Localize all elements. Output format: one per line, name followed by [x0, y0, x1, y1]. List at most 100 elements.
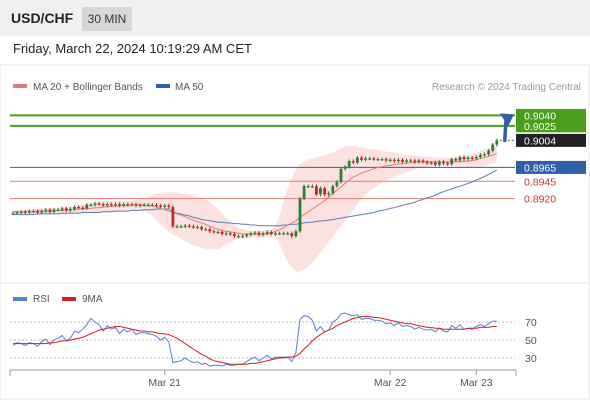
candle-body [487, 150, 490, 155]
candle [36, 209, 39, 215]
candle-body [351, 161, 355, 163]
candle [89, 203, 93, 207]
candle-body [454, 159, 458, 161]
rsi-tick-30: 30 [525, 353, 537, 365]
candle [183, 223, 187, 229]
rsi-tick-70: 70 [525, 317, 537, 329]
candle-body [196, 227, 199, 229]
candle [228, 231, 232, 236]
candle-body [126, 204, 130, 206]
candle [118, 202, 121, 208]
candle-body [274, 233, 277, 235]
candle-body [28, 211, 31, 213]
candle-body [233, 234, 236, 237]
timeframe-selector[interactable]: 30 MIN [82, 7, 132, 31]
candle-body [474, 157, 478, 159]
candle-body [401, 159, 404, 162]
rsi-legend-label: RSI [33, 294, 50, 305]
candle-body [187, 225, 191, 227]
candle-body [425, 161, 429, 164]
candle [421, 158, 425, 164]
candle [134, 202, 138, 208]
candle [302, 184, 306, 201]
candle-body [105, 204, 109, 206]
candle-body [339, 168, 343, 182]
candle-body [208, 229, 212, 232]
rsi-tick-50: 50 [525, 335, 537, 347]
candle [306, 184, 310, 188]
candle [97, 201, 101, 206]
candle-body [278, 233, 281, 235]
candle-body [356, 157, 359, 163]
candle [110, 202, 113, 207]
candle [28, 209, 31, 215]
candle [282, 231, 285, 236]
candle [32, 209, 35, 213]
candle-body [446, 163, 449, 165]
candle-body [323, 188, 326, 195]
resistance-box [516, 108, 586, 133]
candle-body [40, 211, 44, 213]
candle-body [200, 227, 203, 230]
x-tick-label: Mar 23 [460, 377, 493, 389]
candle-body [479, 154, 482, 158]
candle [122, 202, 126, 208]
candle-body [257, 232, 261, 235]
candle-body [290, 233, 294, 237]
candle-body [269, 231, 273, 235]
candle-body [32, 211, 35, 213]
candle [208, 227, 212, 233]
candle-body [216, 231, 220, 234]
candle-body [204, 229, 208, 231]
candle [212, 229, 216, 234]
candle [335, 180, 339, 188]
candle-body [294, 231, 298, 237]
candle-body [56, 209, 60, 211]
candle [265, 230, 269, 236]
bb-legend-label: MA 20 + Bollinger Bands [33, 82, 143, 93]
candle-body [146, 204, 150, 207]
rsi-ma-legend-swatch [62, 297, 76, 301]
time-axis-ticks: Mar 21 Mar 22 Mar 23 [9, 370, 517, 389]
candle [179, 224, 183, 229]
candle-body [438, 161, 441, 165]
candle-body [228, 233, 232, 235]
candle-body [347, 161, 351, 167]
credit-text: Research © 2024 Trading Central [432, 82, 581, 93]
candle [409, 158, 413, 163]
candle-body [130, 204, 134, 206]
candle [323, 186, 326, 197]
candle-body [433, 162, 437, 165]
candle-body [392, 159, 396, 162]
candle [462, 155, 466, 161]
candle-body [134, 204, 138, 206]
candle-body [167, 205, 171, 207]
header-bar: USD/CHF 30 MIN [0, 0, 590, 36]
candle [196, 225, 199, 229]
candle-body [380, 159, 384, 161]
candle-body [163, 205, 167, 207]
rsi-line [12, 312, 497, 367]
direction-arrow [500, 113, 514, 143]
candle [274, 231, 277, 236]
timestamp-label: Friday, March 22, 2024 10:19:29 AM CET [13, 41, 252, 56]
candle [44, 208, 48, 213]
candle-body [118, 204, 121, 206]
ma50-line [13, 169, 498, 227]
candle [159, 203, 162, 209]
candle-body [15, 212, 19, 214]
candle [487, 149, 490, 156]
candle-body [343, 166, 347, 169]
candle-body [159, 205, 162, 207]
candle-body [286, 233, 290, 235]
candle [23, 210, 27, 215]
candle [142, 203, 146, 207]
candle [479, 153, 482, 159]
candle [146, 203, 150, 207]
candle-body [429, 162, 433, 164]
candle-body [265, 231, 269, 234]
rsi-panel-frame [0, 282, 590, 400]
candle [204, 227, 208, 231]
candle [19, 210, 23, 215]
